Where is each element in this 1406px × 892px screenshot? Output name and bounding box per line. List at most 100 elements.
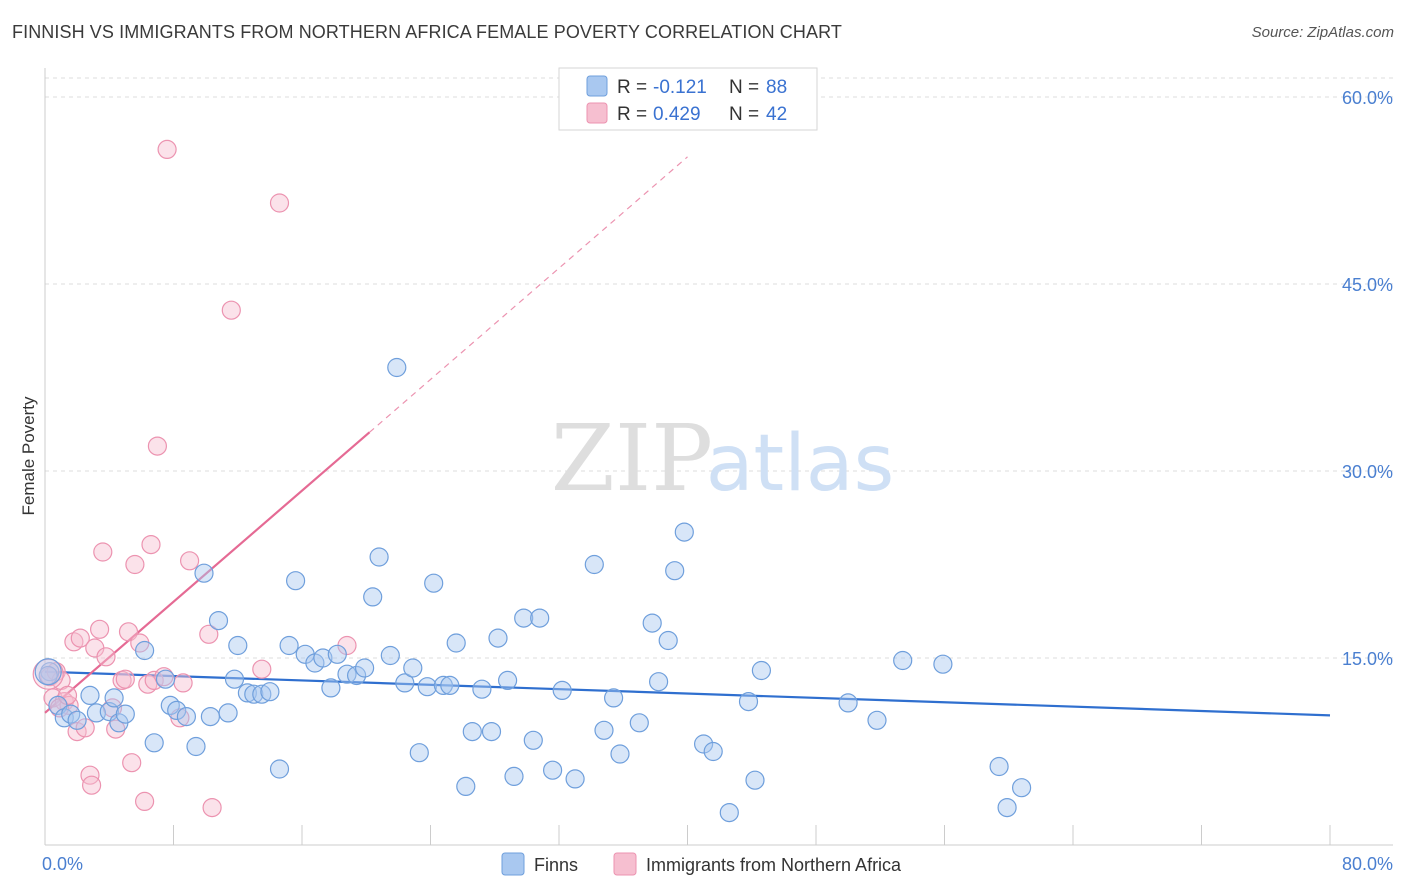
watermark-zip: ZIP bbox=[551, 405, 713, 512]
stats-legend: R = -0.121 N = 88 R = 0.429 N = 42 bbox=[558, 67, 818, 131]
point-finns-48 bbox=[433, 675, 453, 696]
point-cluster-finns bbox=[34, 658, 62, 686]
watermark: ZIP atlas bbox=[551, 405, 894, 512]
point-finns-53 bbox=[472, 679, 492, 699]
point-immigrants-37 bbox=[252, 659, 272, 679]
point-finns-49 bbox=[440, 675, 460, 696]
point-finns-65 bbox=[594, 720, 614, 740]
source-label: Source: bbox=[1251, 24, 1304, 41]
series-legend: Finns Immigrants from Northern Africa bbox=[501, 852, 902, 876]
point-finns-16 bbox=[176, 706, 196, 727]
point-finns-50 bbox=[446, 633, 466, 653]
point-finns-13 bbox=[155, 669, 176, 689]
point-finns-47 bbox=[424, 573, 444, 593]
legend-label-immigrants: Immigrants from Northern Africa bbox=[646, 855, 902, 875]
point-finns-45 bbox=[409, 743, 429, 763]
point-finns-38 bbox=[355, 658, 375, 678]
point-finns-21 bbox=[218, 703, 238, 723]
point-finns-78 bbox=[745, 770, 765, 790]
trend-layer bbox=[44, 156, 1331, 717]
point-finns-81 bbox=[867, 710, 887, 730]
point-finns-27 bbox=[260, 682, 280, 702]
chart-source: Source: ZipAtlas.com bbox=[1252, 24, 1394, 41]
point-finns-41 bbox=[380, 645, 400, 666]
point-finns-10 bbox=[115, 704, 135, 724]
point-immigrants-30 bbox=[157, 139, 177, 159]
stats-legend-swatch-finns bbox=[586, 75, 608, 97]
point-immigrants-6 bbox=[64, 632, 84, 652]
y-tick-label-3: 60.0% bbox=[1342, 88, 1393, 108]
point-finns-67 bbox=[610, 744, 630, 764]
point-finns-58 bbox=[514, 608, 534, 628]
legend-swatch-immigrants bbox=[613, 852, 637, 876]
point-finns-69 bbox=[642, 613, 662, 633]
y-tick-label-0: 15.0% bbox=[1342, 649, 1393, 669]
point-finns-29 bbox=[279, 635, 299, 656]
stats-n-label-finns: N = bbox=[729, 77, 759, 98]
point-immigrants-26 bbox=[141, 534, 161, 555]
axes-layer: 0.0% 80.0% bbox=[42, 68, 1393, 874]
point-immigrants-13 bbox=[89, 619, 110, 639]
point-immigrants-32 bbox=[173, 673, 193, 693]
point-finns-61 bbox=[542, 760, 563, 780]
point-finns-15 bbox=[167, 700, 187, 721]
point-immigrants-9 bbox=[75, 718, 95, 738]
point-immigrants-0 bbox=[40, 667, 60, 687]
point-finns-52 bbox=[462, 721, 482, 742]
point-finns-17 bbox=[186, 736, 206, 757]
points-layer bbox=[32, 139, 1032, 823]
point-finns-8 bbox=[104, 688, 124, 708]
point-finns-19 bbox=[200, 706, 220, 727]
y-tick-label-2: 45.0% bbox=[1342, 275, 1393, 295]
point-finns-25 bbox=[244, 684, 264, 704]
point-finns-56 bbox=[498, 670, 518, 691]
point-finns-80 bbox=[838, 693, 858, 713]
point-immigrants-19 bbox=[115, 669, 135, 689]
point-finns-42 bbox=[387, 357, 407, 378]
point-finns-64 bbox=[584, 554, 604, 575]
point-immigrants-33 bbox=[180, 551, 200, 571]
chart-title: FINNISH VS IMMIGRANTS FROM NORTHERN AFRI… bbox=[12, 22, 842, 42]
point-immigrants-10 bbox=[80, 765, 100, 785]
x-tick-label-1: 80.0% bbox=[1342, 854, 1393, 874]
point-immigrants-38 bbox=[269, 193, 290, 213]
stats-legend-swatch-immigrants bbox=[586, 102, 608, 124]
point-finns-20 bbox=[208, 610, 229, 631]
point-finns-34 bbox=[321, 678, 341, 698]
point-finns-36 bbox=[337, 664, 357, 684]
point-finns-85 bbox=[997, 797, 1017, 818]
point-finns-79 bbox=[751, 660, 772, 681]
point-finns-37 bbox=[347, 665, 367, 686]
point-finns-12 bbox=[144, 733, 164, 753]
stats-r-value-immigrants: 0.429 bbox=[653, 104, 701, 125]
point-finns-46 bbox=[417, 677, 437, 697]
point-finns-66 bbox=[603, 688, 624, 708]
point-finns-68 bbox=[629, 713, 649, 733]
point-finns-24 bbox=[237, 683, 257, 703]
point-immigrants-15 bbox=[96, 647, 116, 667]
source-value: ZipAtlas.com bbox=[1307, 24, 1394, 41]
point-finns-84 bbox=[989, 756, 1009, 777]
point-finns-44 bbox=[403, 658, 423, 678]
point-finns-73 bbox=[674, 522, 694, 542]
point-finns-60 bbox=[530, 608, 550, 628]
point-finns-71 bbox=[658, 630, 678, 651]
point-finns-22 bbox=[224, 669, 245, 689]
point-immigrants-34 bbox=[199, 624, 219, 644]
point-finns-63 bbox=[565, 769, 585, 789]
point-finns-62 bbox=[552, 680, 572, 701]
trend-line-immigrants-extension bbox=[369, 156, 688, 433]
stats-n-label-immigrants: N = bbox=[729, 104, 759, 125]
stats-r-label-finns: R = bbox=[617, 77, 647, 98]
point-finns-4 bbox=[67, 710, 87, 730]
point-immigrants-35 bbox=[202, 797, 222, 818]
point-finns-83 bbox=[933, 654, 953, 674]
point-immigrants-11 bbox=[81, 775, 102, 795]
stats-r-label-immigrants: R = bbox=[617, 104, 647, 125]
point-finns-39 bbox=[363, 587, 383, 607]
point-finns-70 bbox=[648, 672, 669, 692]
point-finns-54 bbox=[481, 721, 502, 742]
point-finns-40 bbox=[369, 547, 389, 567]
point-finns-76 bbox=[719, 802, 739, 823]
